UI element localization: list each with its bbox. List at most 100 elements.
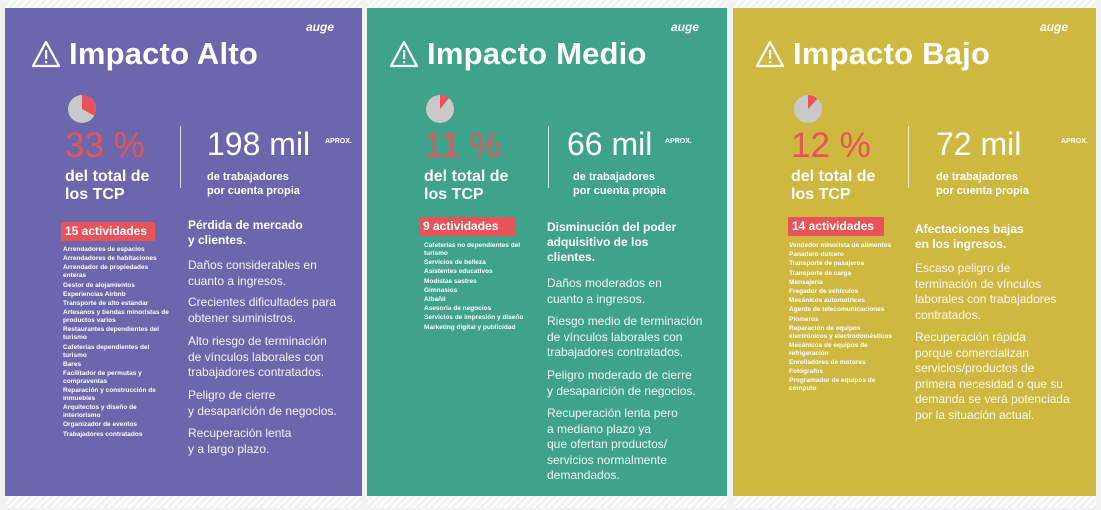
workers-caption: de trabajadores por cuenta propia [573, 170, 666, 198]
text-line: Daños considerables en [188, 258, 317, 272]
text-line: demanda se verá potenciada [915, 392, 1070, 406]
text-line: a mediano plazo ya [547, 421, 652, 436]
activities-list: Cafeterías no dependientes del turismo Se… [424, 242, 529, 333]
auge-logo: auge [1039, 20, 1068, 34]
caption-line: del total de [424, 168, 509, 185]
panel-impacto-alto: auge Impacto Alto 33 % del total de los … [5, 0, 362, 508]
text-line: que ofertan productos/ [547, 437, 668, 451]
text-line: servicios/productos de [915, 361, 1035, 375]
divider-line [908, 126, 909, 188]
caption-line: del total de [65, 168, 150, 185]
activity-item: Panadero dulcero [789, 251, 844, 259]
workers-caption: de trabajadores por cuenta propia [936, 170, 1029, 198]
caption-line: de trabajadores [573, 171, 655, 183]
caption-line: de trabajadores [936, 171, 1018, 183]
divider-line [548, 126, 549, 188]
text-line: y desaparición de negocios. [547, 383, 696, 398]
impact-point: Recuperación lenta pero a mediano plazo y… [547, 406, 719, 484]
impact-heading: Pérdida de mercado y clientes. [188, 218, 353, 248]
activity-item: Organizador de eventos [63, 421, 138, 429]
percentage-caption: del total de los TCP [65, 168, 149, 204]
impact-point: Recuperación lenta y a largo plazo. [188, 426, 356, 457]
activity-item: Bares [63, 360, 82, 368]
text-line: trabajadores contratados. [188, 365, 325, 379]
workers-count: 198 mil [207, 126, 311, 162]
warning-icon [755, 40, 785, 68]
aprox-label: APROX. [665, 138, 692, 145]
text-line: adquisitivo de los [547, 235, 649, 249]
activity-item: Programador de equipos de cómputo [789, 377, 876, 393]
activities-count-badge: 14 actividades [788, 217, 885, 236]
text-line: Peligro moderado de cierre [547, 368, 692, 382]
activity-item: Marketing digital y publicidad [424, 323, 516, 331]
impact-point: Crecientes dificultades para obtener sumi… [188, 295, 356, 326]
activity-item: Artesanos y tiendas minoristas de produc… [63, 309, 169, 325]
activity-item: Asistentes educativos [424, 268, 493, 276]
impact-point: Peligro moderado de cierre y desaparición… [547, 368, 719, 399]
divider-line [180, 126, 181, 188]
text-line: y desaparición de negocios. [188, 403, 337, 418]
activity-item: Trabajadores contratados [63, 430, 143, 438]
text-line: Peligro de cierre [188, 388, 276, 402]
text-line: demandados. [547, 468, 620, 482]
activity-item: Transporte de carga [789, 269, 852, 277]
activities-count-badge: 15 actividades [61, 222, 156, 241]
percentage-value: 12 % [791, 126, 871, 165]
activity-item: Arquitectos y diseño de interiorismo [63, 404, 137, 420]
aprox-label: APROX. [325, 138, 352, 145]
pie-slice [808, 95, 818, 109]
activity-item: Plomeros [789, 315, 819, 323]
caption-line: por cuenta propia [936, 185, 1029, 197]
activity-item: Reparación y construcción de inmuebles [63, 387, 156, 403]
impact-point: Daños considerables en cuanto a ingresos. [188, 258, 356, 289]
activity-item: Albañil [424, 295, 446, 303]
text-line: de vínculos laborales con [547, 329, 683, 344]
activity-item: Enrolladores de motores [789, 359, 866, 367]
text-line: terminación de vínculos [915, 276, 1042, 291]
text-line: Daños moderados en [547, 276, 662, 290]
text-line: Riesgo medio de terminación [547, 314, 703, 328]
percentage-value: 33 % [65, 126, 145, 165]
stripe-divider [733, 0, 1096, 8]
activity-item: Arrendadores de espacios [63, 246, 145, 253]
text-line: Disminución del poder [547, 220, 677, 234]
text-line: Crecientes dificultades para [188, 295, 337, 309]
auge-logo: auge [670, 20, 699, 34]
caption-line: del total de [791, 168, 876, 185]
activity-item: Fotógrafos [789, 368, 823, 376]
impact-point: Escaso peligro de terminación de vínculos… [915, 261, 1090, 323]
panel-title: Impacto Bajo [793, 36, 991, 71]
activity-item: Restaurantes dependientes del turismo [63, 326, 160, 342]
text-line: clientes. [547, 250, 596, 264]
panel-title: Impacto Medio [427, 36, 647, 71]
text-line: trabajadores contratados. [547, 345, 684, 359]
text-line: en los ingresos. [915, 237, 1007, 251]
percentage-value: 11 % [424, 126, 502, 165]
activity-item: Mensajería [789, 278, 823, 286]
activity-item: Vendedor minorista de alimentos [789, 242, 892, 249]
percentage-caption: del total de los TCP [424, 168, 508, 204]
panel-title: Impacto Alto [69, 36, 258, 71]
activity-item: Gimnasios [424, 286, 458, 294]
activity-item: Reparación de equipos electrónicos y ele… [789, 324, 892, 340]
warning-icon [389, 40, 419, 68]
stripe-divider [367, 0, 727, 8]
stripe-divider [5, 496, 362, 508]
pie-chart-icon [426, 95, 454, 123]
activity-item: Servicios de belleza [424, 259, 486, 267]
text-line: obtener suministros. [188, 310, 297, 325]
caption-line: por cuenta propia [573, 185, 666, 197]
caption-line: los TCP [791, 186, 851, 203]
auge-logo: auge [305, 20, 334, 34]
text-line: Afectaciones bajas [915, 222, 1024, 236]
activity-item: Asesoría de negocios [424, 305, 492, 313]
caption-line: por cuenta propia [207, 185, 300, 197]
text-line: y clientes. [188, 233, 247, 247]
activity-item: Modistas sastres [424, 277, 477, 285]
text-line: laborales con trabajadores [915, 292, 1057, 306]
impact-point: Riesgo medio de terminación de vínculos l… [547, 314, 719, 361]
impact-point: Recuperación rápida porque comercializan s… [915, 330, 1090, 423]
text-line: por la situación actual. [915, 407, 1035, 422]
activity-item: Agente de telecomunicaciones [789, 306, 885, 314]
text-line: Recuperación lenta pero [547, 406, 678, 420]
